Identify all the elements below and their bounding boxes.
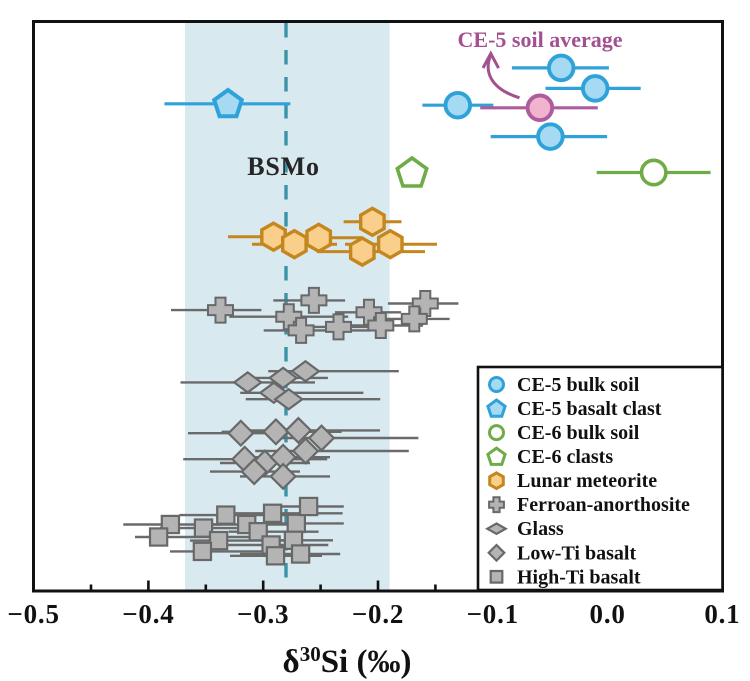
svg-text:0.1: 0.1 bbox=[704, 599, 740, 629]
svg-text:Ferroan-anorthosite: Ferroan-anorthosite bbox=[517, 494, 690, 516]
svg-text:−0.3: −0.3 bbox=[237, 599, 289, 629]
svg-text:CE-5 soil average: CE-5 soil average bbox=[458, 27, 623, 52]
svg-text:−0.4: −0.4 bbox=[122, 599, 174, 629]
svg-text:CE-6 clasts: CE-6 clasts bbox=[517, 446, 613, 468]
svg-text:Low-Ti basalt: Low-Ti basalt bbox=[517, 542, 636, 564]
svg-text:0.0: 0.0 bbox=[590, 599, 626, 629]
svg-text:CE-5 bulk soil: CE-5 bulk soil bbox=[517, 374, 640, 396]
svg-text:CE-5 basalt clast: CE-5 basalt clast bbox=[517, 398, 662, 420]
svg-text:CE-6 bulk soil: CE-6 bulk soil bbox=[517, 422, 640, 444]
svg-text:−0.1: −0.1 bbox=[467, 599, 519, 629]
svg-text:−0.5: −0.5 bbox=[7, 599, 59, 629]
svg-text:Lunar meteorite: Lunar meteorite bbox=[517, 470, 657, 492]
svg-text:−0.2: −0.2 bbox=[352, 599, 404, 629]
svg-text:δ30Si (‰): δ30Si (‰) bbox=[283, 642, 412, 680]
svg-text:High-Ti basalt: High-Ti basalt bbox=[517, 566, 641, 588]
svg-text:Glass: Glass bbox=[517, 518, 564, 540]
svg-text:BSMo: BSMo bbox=[247, 152, 320, 181]
